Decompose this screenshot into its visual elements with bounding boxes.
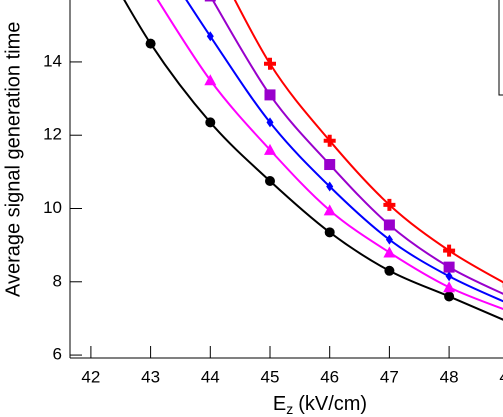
marker: [383, 219, 395, 231]
marker: [264, 89, 276, 101]
y-tick-label: 8: [53, 271, 62, 290]
x-tick-label: 42: [81, 367, 100, 386]
marker: [384, 265, 395, 276]
legend-box: [498, 0, 503, 96]
y-tick-label: 14: [43, 51, 62, 70]
marker: [266, 117, 274, 128]
marker: [443, 244, 456, 257]
marker: [445, 271, 453, 282]
marker: [323, 204, 336, 216]
marker: [204, 0, 216, 2]
marker: [324, 227, 335, 238]
marker: [326, 181, 334, 192]
marker: [383, 198, 396, 211]
x-tick-label: 47: [380, 367, 399, 386]
x-label-subscript: z: [286, 401, 293, 417]
marker: [383, 246, 396, 258]
x-label-symbol: E: [273, 393, 286, 415]
marker: [443, 281, 456, 293]
marker: [264, 176, 275, 187]
plot-area: [123, 0, 503, 321]
y-tick-label: 12: [43, 125, 62, 144]
y-axis-label: Average signal generation time: [2, 22, 24, 297]
marker: [444, 291, 455, 302]
marker: [205, 117, 216, 128]
series-line: [233, 0, 503, 284]
x-tick-label: 49: [499, 367, 503, 386]
marker: [323, 134, 336, 147]
marker: [385, 234, 393, 245]
y-tick-label: 6: [53, 345, 62, 364]
x-label-unit: (kV/cm): [298, 393, 367, 415]
series-line: [185, 0, 503, 303]
y-tick-label: 10: [43, 198, 62, 217]
x-tick-label: 44: [201, 367, 220, 386]
x-tick-label: 43: [141, 367, 160, 386]
x-axis-label: Ez (kV/cm): [273, 393, 367, 416]
series-line: [123, 0, 503, 321]
x-tick-label: 48: [440, 367, 459, 386]
marker: [263, 143, 276, 155]
marker: [206, 31, 214, 42]
marker: [324, 159, 336, 171]
marker: [145, 38, 156, 49]
marker: [263, 57, 276, 70]
x-tick-label: 45: [261, 367, 280, 386]
marker: [443, 261, 455, 273]
x-tick-label: 46: [320, 367, 339, 386]
marker: [204, 74, 217, 86]
